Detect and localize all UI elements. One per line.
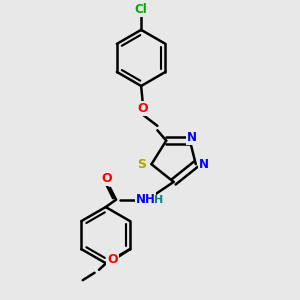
Text: O: O: [137, 102, 148, 115]
Text: NH: NH: [136, 193, 155, 206]
Text: H: H: [154, 195, 164, 205]
Text: N: N: [187, 130, 197, 144]
Text: O: O: [102, 172, 112, 185]
Text: O: O: [107, 253, 118, 266]
Text: Cl: Cl: [135, 3, 148, 16]
Text: S: S: [137, 158, 146, 171]
Text: N: N: [199, 158, 209, 171]
